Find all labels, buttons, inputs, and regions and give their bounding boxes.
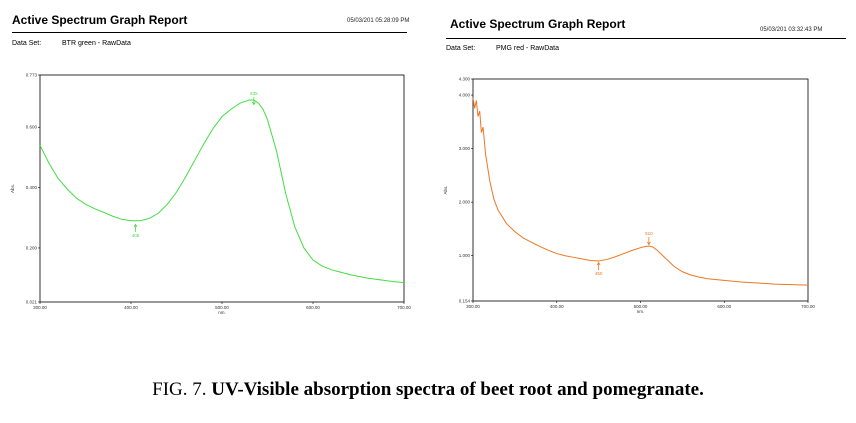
x-tick-label: 700.00 bbox=[397, 305, 411, 310]
y-tick-label: 3.000 bbox=[459, 146, 471, 151]
y-tick-label: 1.000 bbox=[459, 253, 471, 258]
y-tick-label: 0.400 bbox=[26, 185, 38, 190]
figure-caption: FIG. 7. UV-Visible absorption spectra of… bbox=[0, 379, 856, 401]
right-header-rule bbox=[446, 38, 846, 39]
left-dataset-row: Data Set: BTR green - RawData bbox=[12, 40, 131, 47]
x-tick-label: 500.00 bbox=[634, 304, 648, 309]
right-report-title: Active Spectrum Graph Report bbox=[450, 17, 626, 31]
y-tick-label: 0.600 bbox=[26, 125, 38, 130]
x-tick-label: 600.00 bbox=[717, 304, 731, 309]
x-tick-label: 400.00 bbox=[124, 305, 138, 310]
peak-marker-head bbox=[252, 101, 256, 106]
left-report-date: 05/03/201 05:28:09 PM bbox=[347, 18, 410, 24]
left-dataset-value: BTR green - RawData bbox=[62, 40, 131, 47]
spectrum-line bbox=[472, 97, 809, 286]
right-dataset-value: PMG red - RawData bbox=[496, 45, 560, 52]
x-axis-label: nm. bbox=[637, 309, 645, 314]
right-dataset-label: Data Set: bbox=[446, 45, 476, 52]
valley-marker-label: 450 bbox=[595, 271, 603, 276]
x-tick-label: 500.00 bbox=[215, 305, 229, 310]
y-tick-label: 0.021 bbox=[26, 300, 38, 305]
left-report-title: Active Spectrum Graph Report bbox=[12, 13, 188, 27]
x-tick-label: 400.00 bbox=[550, 304, 564, 309]
caption-text: UV-Visible absorption spectra of beet ro… bbox=[211, 379, 704, 400]
beet-root-chart: 300.00 400.00 500.00 600.00 700.00 0.021 0.200… bbox=[10, 73, 411, 316]
x-tick-label: 600.00 bbox=[306, 305, 320, 310]
spectrum-line bbox=[39, 99, 405, 284]
caption-prefix: FIG. 7. bbox=[152, 379, 212, 400]
y-tick-label: 0.154 bbox=[459, 299, 471, 304]
y-axis-label: Abs. bbox=[10, 184, 15, 193]
y-tick-label: 0.773 bbox=[26, 73, 38, 78]
peak-marker-label: 535 bbox=[250, 91, 258, 96]
y-axis-label: Abs. bbox=[443, 185, 448, 194]
left-dataset-label: Data Set: bbox=[12, 40, 42, 47]
right-dataset-row: Data Set: PMG red - RawData bbox=[446, 45, 559, 52]
plot-frame bbox=[39, 74, 405, 303]
x-tick-label: 300.00 bbox=[466, 304, 480, 309]
x-axis-label: nm. bbox=[218, 310, 226, 315]
plot-frame bbox=[472, 78, 809, 302]
peak-marker-label: 510 bbox=[645, 231, 653, 236]
y-tick-label: 4.300 bbox=[459, 77, 471, 82]
peak-marker-head bbox=[647, 241, 651, 246]
x-tick-label: 300.00 bbox=[33, 305, 47, 310]
valley-marker-head bbox=[596, 261, 601, 266]
y-tick-label: 0.200 bbox=[26, 245, 38, 250]
right-report-date: 05/03/201 03:32:43 PM bbox=[760, 27, 823, 33]
pomegranate-chart: 300.00 400.00 500.00 600.00 700.00 0.154 1.000… bbox=[443, 77, 815, 315]
y-tick-label: 2.000 bbox=[459, 200, 471, 205]
x-tick-label: 700.00 bbox=[801, 304, 815, 309]
valley-marker-label: 405 bbox=[132, 233, 140, 238]
valley-marker-head bbox=[133, 223, 138, 228]
y-tick-label: 4.000 bbox=[459, 93, 471, 98]
left-header-rule bbox=[12, 32, 407, 33]
